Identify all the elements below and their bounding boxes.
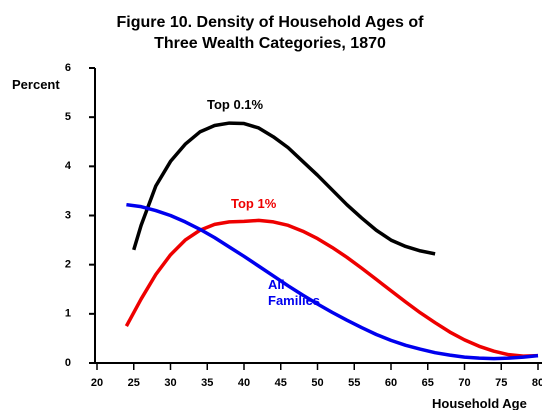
y-tick-label: 0 <box>65 357 71 369</box>
y-tick-label: 3 <box>65 209 71 221</box>
x-tick-label: 75 <box>495 377 507 389</box>
x-axis-label: Household Age <box>432 396 527 410</box>
y-axis-label: Percent <box>12 77 60 92</box>
series-label: Top 1% <box>231 196 277 211</box>
series-line <box>126 202 539 361</box>
x-tick-label: 45 <box>275 377 287 389</box>
x-tick-label: 40 <box>238 377 250 389</box>
x-tick-label: 35 <box>201 377 213 389</box>
series-line <box>124 218 539 358</box>
chart-title: Figure 10. Density of Household Ages of … <box>116 14 424 52</box>
series-label: Top 0.1% <box>207 97 264 112</box>
y-tick-label: 4 <box>65 160 72 172</box>
y-tick-label: 6 <box>65 62 71 74</box>
x-tick-label: 60 <box>385 377 397 389</box>
x-tick-label: 50 <box>311 377 323 389</box>
y-tick-label: 1 <box>65 308 71 320</box>
x-tick-label: 80 <box>532 377 542 389</box>
x-tick-label: 30 <box>164 377 176 389</box>
series-label: All Families <box>268 277 321 308</box>
y-tick-label: 2 <box>65 259 71 271</box>
x-tick-label: 55 <box>348 377 360 389</box>
x-tick-label: 70 <box>458 377 470 389</box>
series-line <box>132 121 436 256</box>
x-tick-label: 25 <box>128 377 140 389</box>
x-tick-label: 20 <box>91 377 103 389</box>
y-tick-label: 5 <box>65 111 71 123</box>
x-tick-label: 65 <box>422 377 434 389</box>
